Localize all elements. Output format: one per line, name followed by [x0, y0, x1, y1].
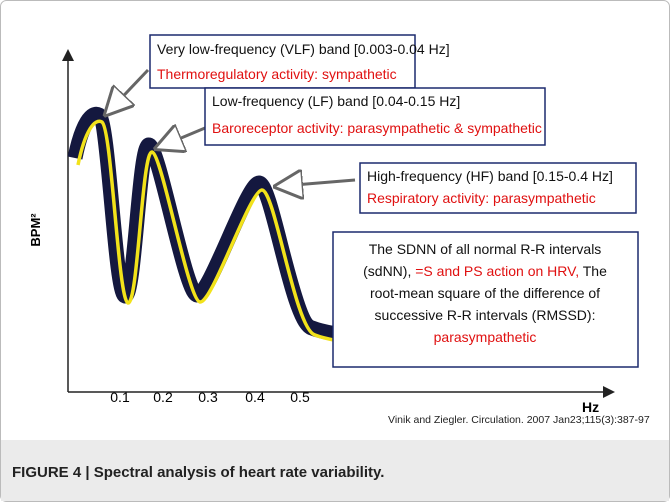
- box-title: Very low-frequency (VLF) band [0.003-0.0…: [157, 41, 450, 57]
- note-line: root-mean square of the difference of: [370, 285, 600, 301]
- box: [149, 34, 416, 89]
- box-title: High-frequency (HF) band [0.15-0.4 Hz]: [367, 168, 613, 184]
- arrow: [162, 128, 206, 146]
- box: [204, 87, 546, 146]
- note-line: parasympathetic: [434, 329, 537, 345]
- note-text: =S and PS action on HRV,: [415, 263, 579, 279]
- box-title: Low-frequency (LF) band [0.04-0.15 Hz]: [212, 93, 460, 109]
- note-text: (sdNN),: [363, 263, 415, 279]
- arrow: [110, 68, 150, 110]
- x-tick: 0.3: [198, 389, 218, 405]
- arrow: [282, 180, 356, 186]
- caption-band: [1, 440, 669, 501]
- y-label: BPM²: [28, 213, 43, 247]
- box-detail: Baroreceptor activity: parasympathetic &…: [212, 120, 542, 136]
- caption: FIGURE 4 | Spectral analysis of heart ra…: [12, 464, 384, 481]
- citation: Vinik and Ziegler. Circulation. 2007 Jan…: [388, 414, 650, 426]
- box-detail: Respiratory activity: parasympathetic: [367, 190, 596, 206]
- box: [359, 162, 637, 214]
- note-box: [332, 231, 639, 368]
- x-tick: 0.5: [290, 389, 310, 405]
- box-detail: Thermoregulatory activity: sympathetic: [157, 66, 397, 82]
- x-label: Hz: [582, 399, 599, 415]
- x-tick: 0.1: [110, 389, 130, 405]
- note-text: The: [579, 263, 607, 279]
- x-tick: 0.4: [245, 389, 265, 405]
- note-line: (sdNN), =S and PS action on HRV, The: [363, 263, 607, 279]
- note-line: successive R-R intervals (RMSSD):: [375, 307, 596, 323]
- note-line: The SDNN of all normal R-R intervals: [369, 241, 602, 257]
- x-tick: 0.2: [153, 389, 173, 405]
